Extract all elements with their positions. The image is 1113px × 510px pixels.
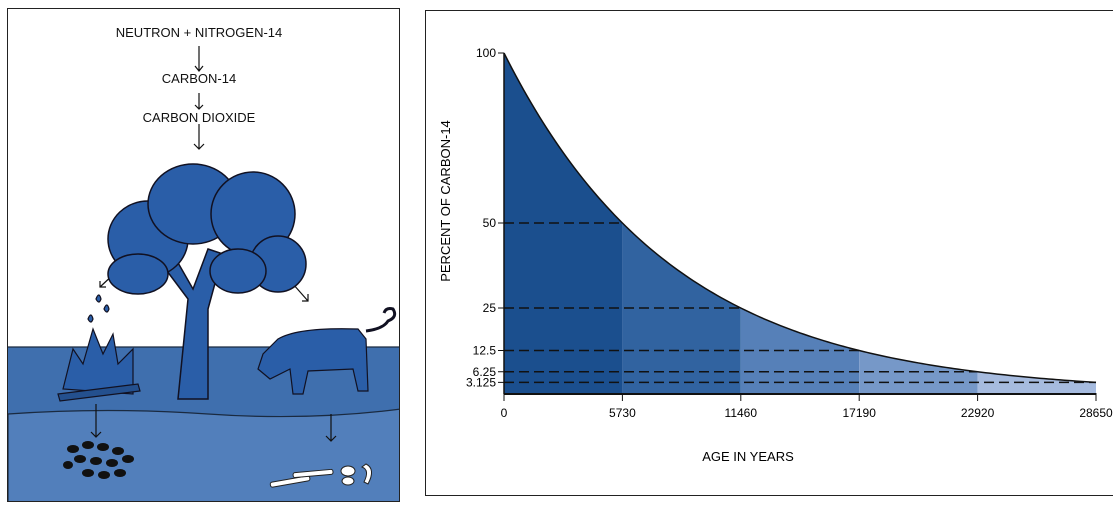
- decay-segment: [504, 53, 623, 394]
- cow-icon: [257, 307, 397, 395]
- x-tick-label: 11460: [725, 406, 758, 420]
- charcoal-icon: [63, 441, 134, 479]
- decay-chart-panel: 100 50 25 12.5 6.25 3.125 0 5730 11460 17190 22920…: [425, 10, 1113, 496]
- x-tick-label: 28650: [1079, 406, 1113, 420]
- carbon-cycle-diagram: NEUTRON + NITROGEN-14 CARBON-14 CARBON D…: [7, 8, 400, 502]
- step-neutron-nitrogen: NEUTRON + NITROGEN-14: [115, 25, 283, 40]
- decay-curve: [503, 52, 1097, 384]
- x-axis-label: AGE IN YEARS: [702, 449, 794, 464]
- x-tick-label: 22920: [961, 406, 995, 420]
- y-tick-label: 50: [483, 216, 497, 230]
- tree-icon: [107, 163, 307, 400]
- decay-segment: [740, 308, 860, 394]
- y-tick-label: 25: [483, 301, 497, 315]
- y-tick-label: 100: [476, 46, 496, 60]
- x-tick-label: 5730: [609, 406, 636, 420]
- y-tick-label: 3.125: [466, 375, 496, 389]
- y-tick-label: 12.5: [473, 344, 497, 358]
- fire-icon: [57, 294, 141, 402]
- y-tick-label: 6.25: [473, 365, 497, 379]
- decay-chart: 100 50 25 12.5 6.253.125 0 5730 11460 17190 22920…: [438, 46, 1113, 464]
- y-axis-label: PERCENT OF CARBON-14: [438, 120, 453, 282]
- subsoil: [8, 408, 399, 501]
- bones-icon: [269, 463, 372, 488]
- decay-segment: [622, 223, 741, 394]
- step-carbon-14: CARBON-14: [161, 71, 237, 86]
- step-carbon-dioxide: CARBON DIOXIDE: [142, 110, 256, 125]
- x-tick-label: 0: [501, 406, 508, 420]
- x-tick-label: 17190: [843, 406, 877, 420]
- carbon-cycle-illustration: [8, 46, 399, 501]
